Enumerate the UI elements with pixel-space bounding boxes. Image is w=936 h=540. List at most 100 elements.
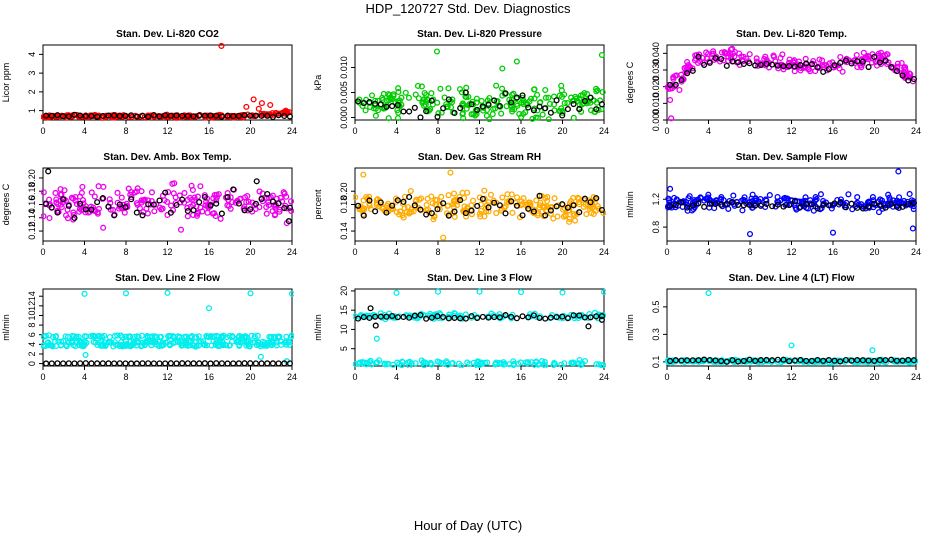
y-tick-label: 6 — [27, 332, 37, 337]
x-tick-label: 24 — [287, 247, 297, 257]
data-point-mean — [54, 360, 61, 367]
data-point — [81, 333, 88, 340]
data-point — [493, 210, 500, 217]
data-point-mean — [99, 195, 106, 202]
data-point-mean — [428, 97, 435, 104]
data-point-mean — [133, 113, 140, 120]
data-point — [550, 215, 557, 222]
data-point — [151, 333, 158, 340]
data-point-mean — [729, 357, 736, 364]
data-point-mean — [105, 360, 112, 367]
data-point — [405, 359, 412, 366]
data-point — [458, 89, 465, 96]
data-point — [390, 91, 397, 98]
data-point — [463, 84, 470, 91]
data-point — [281, 190, 288, 197]
data-point-mean — [60, 113, 67, 120]
data-point-mean — [201, 193, 208, 201]
data-point-mean — [905, 356, 912, 364]
data-point-mean — [281, 112, 288, 120]
plot-frame — [42, 288, 293, 367]
panel-4: Stan. Dev. Amb. Box Temp. degrees C 0 4 8 12 1… — [1, 152, 297, 257]
data-point-mean — [145, 201, 152, 208]
data-point — [741, 194, 748, 201]
data-point-mean — [377, 101, 384, 108]
data-point-mean — [82, 206, 89, 213]
data-point-mean — [184, 207, 191, 215]
data-point — [510, 358, 517, 365]
y-tick-label: 15 — [339, 305, 349, 315]
data-point-mean — [786, 63, 793, 70]
data-point — [420, 98, 427, 105]
data-point — [431, 313, 438, 320]
data-point-mean — [43, 112, 50, 119]
data-point — [114, 113, 121, 120]
data-point — [894, 60, 901, 67]
data-point-mean — [218, 113, 225, 120]
data-point — [518, 113, 525, 121]
data-point-mean — [508, 313, 515, 320]
data-point-mean — [820, 68, 827, 75]
data-point — [906, 70, 913, 77]
data-point — [158, 333, 165, 340]
x-tick-label: 24 — [911, 372, 921, 382]
data-point-outlier — [243, 103, 250, 110]
x-tick-label: 4 — [394, 126, 399, 136]
data-point-mean — [814, 64, 821, 71]
data-point — [584, 90, 591, 97]
data-point — [513, 194, 521, 201]
panel-title: Stan. Dev. Line 4 (LT) Flow — [729, 273, 855, 284]
y-tick-label: 14 — [27, 291, 37, 301]
data-point — [522, 359, 529, 366]
data-point-mean — [769, 61, 776, 68]
data-point — [41, 189, 47, 196]
data-point-mean — [797, 62, 804, 69]
x-tick-label: 24 — [287, 126, 297, 136]
x-tick-label: 8 — [747, 247, 752, 257]
x-tick-label: 20 — [557, 126, 567, 136]
y-tick-label: 0 — [27, 361, 37, 366]
data-point — [381, 360, 388, 367]
data-point-mean — [235, 200, 242, 207]
data-point — [743, 357, 750, 364]
data-point-mean — [258, 360, 265, 367]
data-point — [499, 85, 506, 92]
x-tick-label: 0 — [40, 126, 45, 136]
data-point-mean — [547, 314, 554, 321]
data-point — [570, 114, 577, 121]
data-point-mean — [871, 53, 878, 60]
y-tick-label: 0.14 — [339, 222, 349, 240]
data-point-mean — [423, 211, 430, 218]
data-point-outlier — [282, 107, 289, 114]
data-point-mean — [547, 207, 554, 214]
data-point-mean — [145, 360, 152, 367]
data-point — [229, 333, 236, 341]
x-tick-label: 4 — [394, 247, 399, 257]
data-point — [738, 53, 745, 60]
data-point-mean — [201, 360, 208, 367]
data-point — [522, 109, 529, 116]
data-point — [600, 209, 606, 216]
y-tick-label: 8 — [27, 323, 37, 328]
data-point-mean — [848, 200, 855, 207]
data-point — [853, 51, 860, 59]
data-point-mean — [530, 208, 537, 215]
data-point — [283, 193, 290, 200]
data-point-mean — [598, 206, 605, 214]
data-point-mean — [564, 204, 571, 211]
x-tick-label: 24 — [599, 247, 609, 257]
data-point — [763, 197, 770, 204]
data-point-outlier — [255, 105, 262, 112]
data-point-mean — [564, 315, 571, 322]
data-point — [134, 333, 141, 340]
data-point — [817, 191, 824, 198]
data-point-mean — [252, 360, 259, 367]
data-point-mean — [207, 202, 214, 209]
data-point — [436, 206, 443, 213]
data-point-outlier — [668, 115, 675, 122]
y-tick-label: 0.020 — [651, 75, 661, 98]
data-point — [749, 358, 756, 365]
data-point-mean — [71, 214, 78, 222]
data-point-mean — [389, 313, 396, 320]
